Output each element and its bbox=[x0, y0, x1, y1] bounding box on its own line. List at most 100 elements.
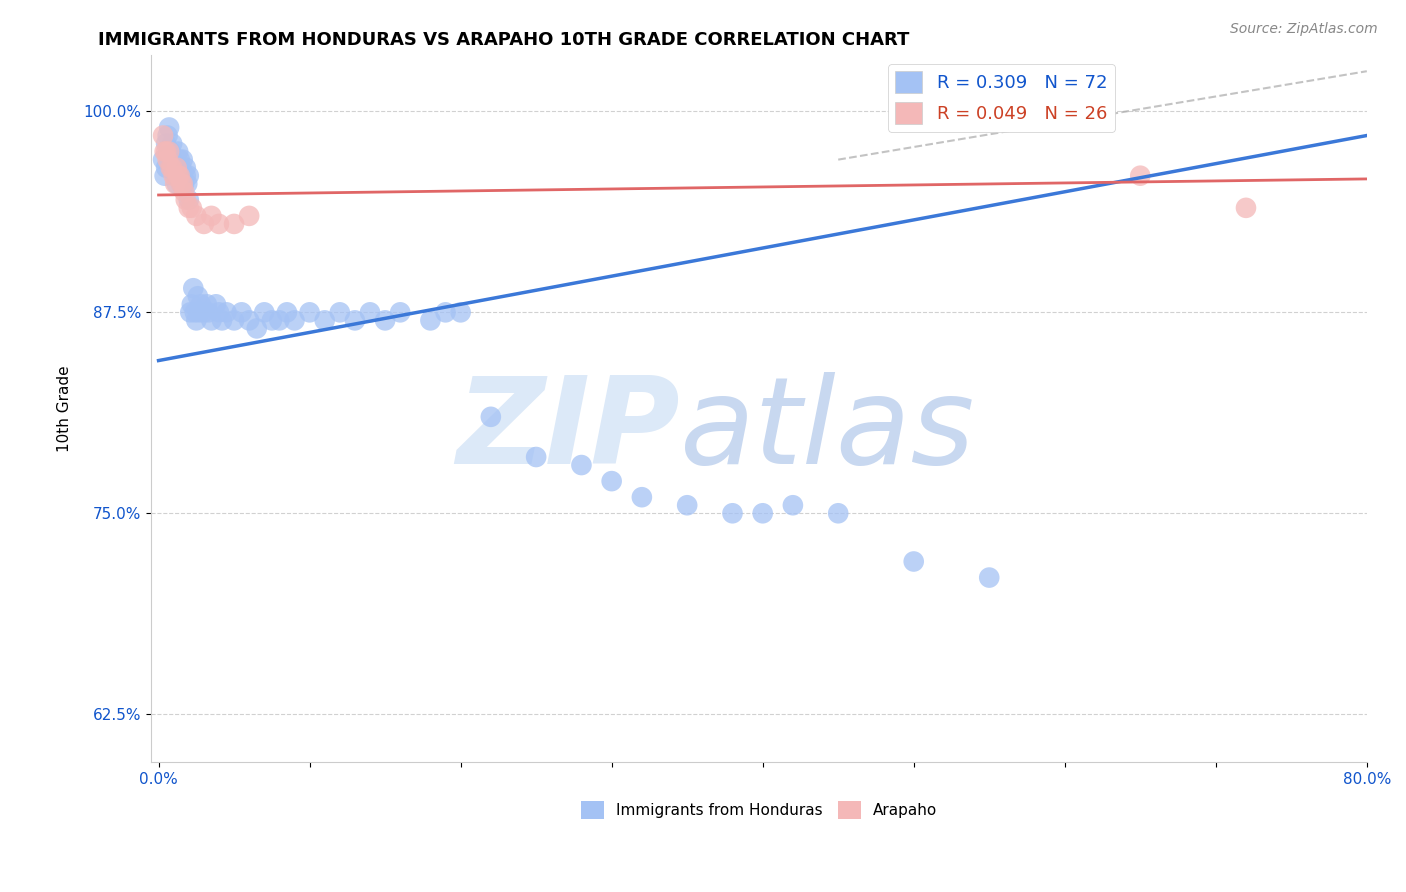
Point bbox=[389, 305, 412, 319]
Point bbox=[170, 177, 193, 191]
Point bbox=[827, 506, 849, 520]
Point bbox=[169, 169, 191, 183]
Point bbox=[153, 169, 176, 183]
Point bbox=[157, 145, 180, 159]
Point bbox=[165, 177, 187, 191]
Point bbox=[238, 209, 260, 223]
Point bbox=[173, 185, 195, 199]
Point bbox=[163, 169, 186, 183]
Point bbox=[359, 305, 381, 319]
Point bbox=[1129, 169, 1152, 183]
Point bbox=[260, 313, 283, 327]
Point bbox=[172, 177, 194, 191]
Point bbox=[197, 305, 219, 319]
Point bbox=[181, 281, 204, 295]
Point bbox=[434, 305, 457, 319]
Point bbox=[231, 305, 253, 319]
Point bbox=[184, 305, 207, 319]
Point bbox=[167, 169, 190, 183]
Point bbox=[419, 313, 441, 327]
Point bbox=[155, 145, 177, 159]
Point bbox=[169, 153, 191, 167]
Point bbox=[170, 161, 193, 175]
Point bbox=[751, 506, 773, 520]
Point bbox=[157, 120, 180, 135]
Point bbox=[222, 313, 245, 327]
Point bbox=[155, 161, 177, 175]
Text: ZIP: ZIP bbox=[456, 371, 681, 489]
Point bbox=[152, 153, 174, 167]
Point bbox=[167, 145, 190, 159]
Point bbox=[600, 474, 623, 488]
Point bbox=[205, 297, 228, 311]
Point bbox=[314, 313, 336, 327]
Point bbox=[676, 498, 699, 512]
Point bbox=[374, 313, 396, 327]
Point bbox=[903, 554, 925, 568]
Point bbox=[160, 161, 183, 175]
Text: atlas: atlas bbox=[681, 371, 976, 489]
Point bbox=[721, 506, 744, 520]
Point bbox=[177, 193, 200, 207]
Text: IMMIGRANTS FROM HONDURAS VS ARAPAHO 10TH GRADE CORRELATION CHART: IMMIGRANTS FROM HONDURAS VS ARAPAHO 10TH… bbox=[98, 31, 910, 49]
Point bbox=[167, 161, 190, 175]
Point bbox=[174, 169, 197, 183]
Point bbox=[174, 161, 197, 175]
Point bbox=[238, 313, 260, 327]
Point bbox=[1234, 201, 1257, 215]
Point bbox=[180, 201, 202, 215]
Point bbox=[156, 153, 179, 167]
Point bbox=[208, 305, 231, 319]
Point bbox=[159, 161, 181, 175]
Point bbox=[170, 177, 193, 191]
Point bbox=[152, 128, 174, 143]
Point bbox=[479, 409, 502, 424]
Point bbox=[153, 145, 176, 159]
Point bbox=[160, 153, 183, 167]
Point bbox=[343, 313, 366, 327]
Point bbox=[173, 177, 195, 191]
Point bbox=[269, 313, 291, 327]
Point bbox=[329, 305, 352, 319]
Point bbox=[200, 313, 222, 327]
Point bbox=[160, 136, 183, 151]
Point bbox=[180, 297, 202, 311]
Point bbox=[215, 305, 238, 319]
Point bbox=[193, 217, 215, 231]
Point bbox=[188, 305, 211, 319]
Point bbox=[179, 305, 201, 319]
Point bbox=[159, 145, 181, 159]
Point bbox=[222, 217, 245, 231]
Point bbox=[176, 177, 198, 191]
Point bbox=[174, 193, 197, 207]
Point bbox=[208, 217, 231, 231]
Point bbox=[166, 161, 188, 175]
Point bbox=[177, 201, 200, 215]
Point bbox=[195, 297, 218, 311]
Point bbox=[177, 169, 200, 183]
Point bbox=[172, 169, 194, 183]
Point bbox=[156, 128, 179, 143]
Point bbox=[166, 177, 188, 191]
Point bbox=[524, 450, 547, 464]
Point bbox=[155, 136, 177, 151]
Legend: Immigrants from Honduras, Arapaho: Immigrants from Honduras, Arapaho bbox=[575, 795, 943, 825]
Point bbox=[187, 289, 209, 303]
Point bbox=[190, 297, 212, 311]
Point bbox=[782, 498, 804, 512]
Point bbox=[631, 490, 654, 504]
Point bbox=[211, 313, 233, 327]
Point bbox=[246, 321, 269, 335]
Point bbox=[571, 458, 593, 472]
Point bbox=[172, 153, 194, 167]
Point bbox=[186, 209, 208, 223]
Y-axis label: 10th Grade: 10th Grade bbox=[58, 366, 72, 452]
Point bbox=[253, 305, 276, 319]
Point bbox=[298, 305, 321, 319]
Point bbox=[165, 169, 187, 183]
Point bbox=[193, 305, 215, 319]
Point bbox=[163, 161, 186, 175]
Point bbox=[450, 305, 472, 319]
Point bbox=[283, 313, 305, 327]
Point bbox=[186, 313, 208, 327]
